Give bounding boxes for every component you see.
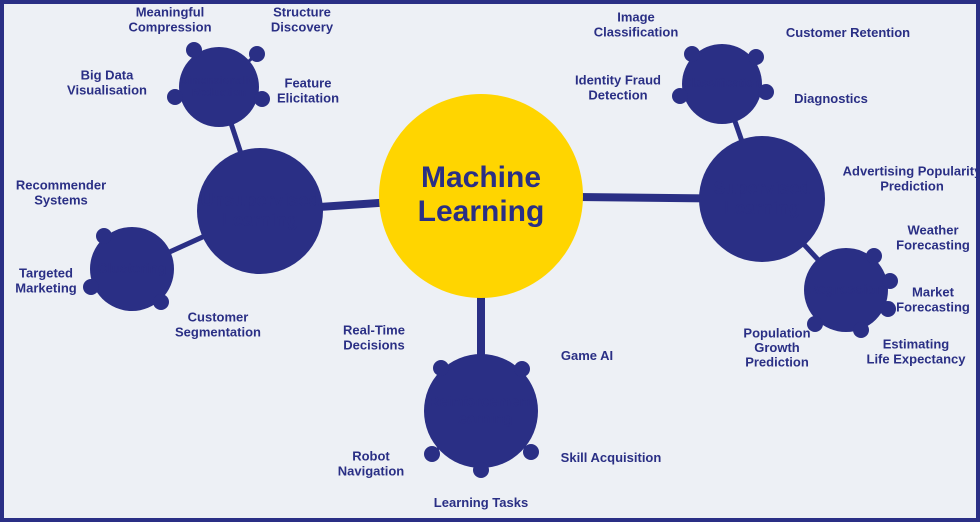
leaf-dot	[523, 444, 539, 460]
leaf-label: WeatherForecasting	[896, 223, 970, 253]
leaf-dot	[167, 89, 183, 105]
leaf-dot	[473, 462, 489, 478]
leaf-dot	[807, 316, 823, 332]
leaf-dot	[672, 88, 688, 104]
diagram-svg: MachineLearningUnsupervisedLearningDimen…	[4, 4, 976, 518]
primary-unsupervised	[197, 148, 323, 274]
leaf-dot	[96, 228, 112, 244]
leaf-dot	[153, 294, 169, 310]
leaf-dot	[424, 446, 440, 462]
leaf-dot	[853, 322, 869, 338]
leaf-label: Real-TimeDecisions	[343, 323, 405, 353]
leaf-label: FeatureElicitation	[277, 76, 339, 106]
leaf-dot	[249, 46, 265, 62]
leaf-label: Diagnostics	[794, 91, 868, 106]
leaf-label: ImageClassification	[594, 10, 679, 40]
leaf-dot	[882, 273, 898, 289]
leaf-label: Customer Retention	[786, 25, 910, 40]
leaf-dot	[758, 84, 774, 100]
center-node	[379, 94, 583, 298]
leaf-dot	[748, 49, 764, 65]
leaf-dot	[866, 248, 882, 264]
leaf-label: RobotNavigation	[338, 449, 405, 479]
leaf-label: Skill Acquisition	[561, 450, 662, 465]
leaf-label: StructureDiscovery	[271, 5, 334, 35]
leaf-label: MarketForecasting	[896, 285, 970, 315]
leaf-label: TargetedMarketing	[15, 266, 76, 296]
leaf-label: Big DataVisualisation	[67, 68, 147, 98]
leaf-dot	[254, 91, 270, 107]
leaf-dot	[433, 360, 449, 376]
leaf-label: Advertising PopularityPrediction	[843, 164, 976, 194]
leaf-dot	[684, 46, 700, 62]
leaf-label: EstimatingLife Expectancy	[867, 337, 967, 367]
leaf-label: Learning Tasks	[434, 495, 528, 510]
primary-supervised	[699, 136, 825, 262]
sub-dimred	[179, 47, 259, 127]
leaf-dot	[514, 361, 530, 377]
leaf-label: MeaningfulCompression	[128, 5, 211, 35]
leaf-dot	[83, 279, 99, 295]
leaf-label: PopulationGrowthPrediction	[743, 326, 810, 370]
leaf-dot	[880, 301, 896, 317]
leaf-dot	[186, 42, 202, 58]
ml-taxonomy-diagram: MachineLearningUnsupervisedLearningDimen…	[0, 0, 980, 522]
leaf-label: Game AI	[561, 348, 613, 363]
leaf-label: RecommenderSystems	[16, 178, 106, 208]
leaf-label: Identity FraudDetection	[575, 73, 661, 103]
leaf-label: CustomerSegmentation	[175, 310, 261, 340]
